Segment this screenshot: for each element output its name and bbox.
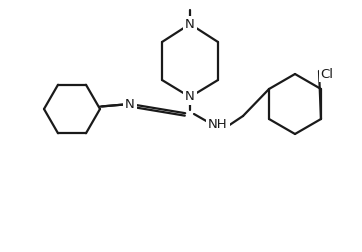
Text: NH: NH [208,117,228,131]
Text: Cl: Cl [320,68,333,80]
Text: N: N [125,98,135,110]
Text: N: N [185,17,195,30]
Text: N: N [185,90,195,104]
